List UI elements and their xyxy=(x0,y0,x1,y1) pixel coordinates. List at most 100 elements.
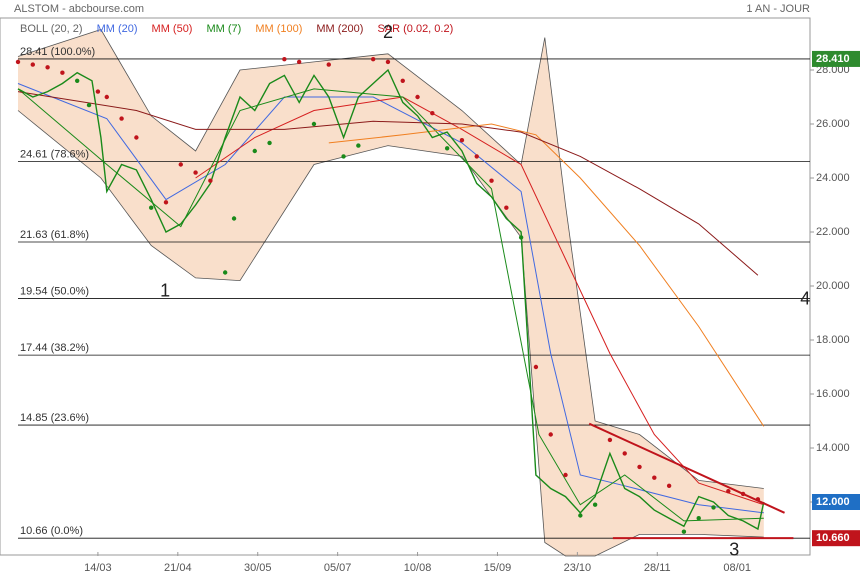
annotation: 3 xyxy=(729,539,739,559)
x-tick-label: 30/05 xyxy=(244,562,272,574)
sar-dot xyxy=(326,62,331,67)
legend-entry: SAR (0.02, 0.2) xyxy=(377,23,453,35)
sar-dot xyxy=(637,464,642,470)
bollinger-lower xyxy=(17,110,764,557)
sar-dot xyxy=(231,216,237,221)
sar-dot xyxy=(370,57,376,62)
legend-entry: MM (50) xyxy=(152,23,193,35)
sar-dot xyxy=(400,78,405,84)
sar-dot xyxy=(104,94,109,100)
bollinger-upper xyxy=(17,29,764,489)
y-tick-label: 22.000 xyxy=(816,226,850,238)
y-tick-label: 16.000 xyxy=(816,388,850,400)
sar-dot xyxy=(95,89,101,94)
fib-label: 19.54 (50.0%) xyxy=(20,285,89,297)
sar-dot xyxy=(548,432,553,437)
moving-average xyxy=(17,83,764,514)
sar-dot xyxy=(341,154,346,159)
price-box xyxy=(812,50,860,67)
sar-dot xyxy=(60,70,65,75)
sar-dot xyxy=(119,116,124,121)
sar-dot xyxy=(666,483,672,488)
chart-subtitle: 1 AN - JOUR xyxy=(746,3,810,15)
legend-entry: MM (20) xyxy=(97,23,138,35)
legend-entry: MM (7) xyxy=(206,23,241,35)
sar-dot xyxy=(607,437,613,443)
sar-dot xyxy=(296,59,302,65)
sar-dot xyxy=(711,505,716,510)
y-tick-label: 24.000 xyxy=(816,172,850,184)
y-tick-label: 18.000 xyxy=(816,334,850,346)
y-tick-label: 14.000 xyxy=(816,442,850,454)
price-box xyxy=(812,530,860,547)
sar-dot xyxy=(489,178,494,183)
price-box xyxy=(812,494,860,510)
sar-dot xyxy=(30,62,35,67)
sar-dot xyxy=(356,143,361,148)
sar-dot xyxy=(15,59,21,65)
fib-label: 28.41 (100.0%) xyxy=(20,46,95,58)
bollinger-fill xyxy=(18,29,764,556)
sar-dot xyxy=(148,205,154,210)
fib-label: 10.66 (0.0%) xyxy=(20,525,83,537)
x-tick-label: 14/03 xyxy=(84,562,112,574)
x-tick-label: 23/10 xyxy=(564,562,592,574)
sar-dot xyxy=(45,65,50,70)
annotation: 2 xyxy=(383,22,393,42)
sar-dot xyxy=(311,121,317,127)
x-tick-label: 08/01 xyxy=(723,562,751,574)
sar-dot xyxy=(696,516,701,521)
sar-dot xyxy=(459,138,465,143)
sar-dot xyxy=(518,235,524,240)
sar-dot xyxy=(282,57,287,62)
x-tick-label: 28/11 xyxy=(644,562,671,574)
sar-dot xyxy=(267,140,272,146)
moving-average xyxy=(328,123,765,427)
sar-dot xyxy=(178,162,183,167)
price-label: 10.660 xyxy=(816,532,850,544)
sar-dot xyxy=(652,475,657,480)
fib-label: 14.85 (23.6%) xyxy=(20,412,89,424)
sar-dot xyxy=(134,135,139,140)
y-tick-label: 20.000 xyxy=(816,280,850,292)
moving-average xyxy=(17,88,764,522)
sar-dot xyxy=(563,472,568,478)
sar-dot xyxy=(163,200,169,205)
x-tick-label: 15/09 xyxy=(484,562,512,574)
fib-label: 24.61 (78.6%) xyxy=(20,148,89,160)
price-line xyxy=(17,68,765,531)
x-tick-label: 05/07 xyxy=(324,562,352,574)
y-tick-label: 26.000 xyxy=(816,118,850,130)
annotation: 4 xyxy=(800,288,810,308)
x-tick-label: 10/08 xyxy=(404,562,432,574)
moving-average xyxy=(17,91,759,276)
annotation: 1 xyxy=(160,281,170,301)
sar-dot xyxy=(444,146,450,151)
sar-dot xyxy=(474,154,479,159)
sar-dot xyxy=(86,102,92,108)
x-tick-label: 21/04 xyxy=(164,562,192,574)
sar-dot xyxy=(208,178,213,183)
sar-dot xyxy=(385,59,391,65)
price-label: 28.410 xyxy=(816,53,850,65)
sar-dot xyxy=(681,529,687,534)
trendline xyxy=(588,422,785,514)
sar-dot xyxy=(726,489,731,494)
sar-dot xyxy=(222,270,228,275)
sar-dot xyxy=(622,451,627,456)
sar-dot xyxy=(252,148,257,154)
legend-entry: BOLL (20, 2) xyxy=(20,23,83,35)
fib-label: 21.63 (61.8%) xyxy=(20,229,89,241)
sar-dot xyxy=(533,364,539,370)
sar-dot xyxy=(74,78,80,84)
sar-dot xyxy=(193,170,198,175)
moving-average xyxy=(195,96,764,506)
chart-title: ALSTOM - abcbourse.com xyxy=(14,3,144,15)
legend-entry: MM (200) xyxy=(316,23,363,35)
sar-dot xyxy=(415,94,420,100)
sar-dot xyxy=(578,513,583,518)
fib-label: 17.44 (38.2%) xyxy=(20,342,89,354)
sar-dot xyxy=(592,502,598,507)
